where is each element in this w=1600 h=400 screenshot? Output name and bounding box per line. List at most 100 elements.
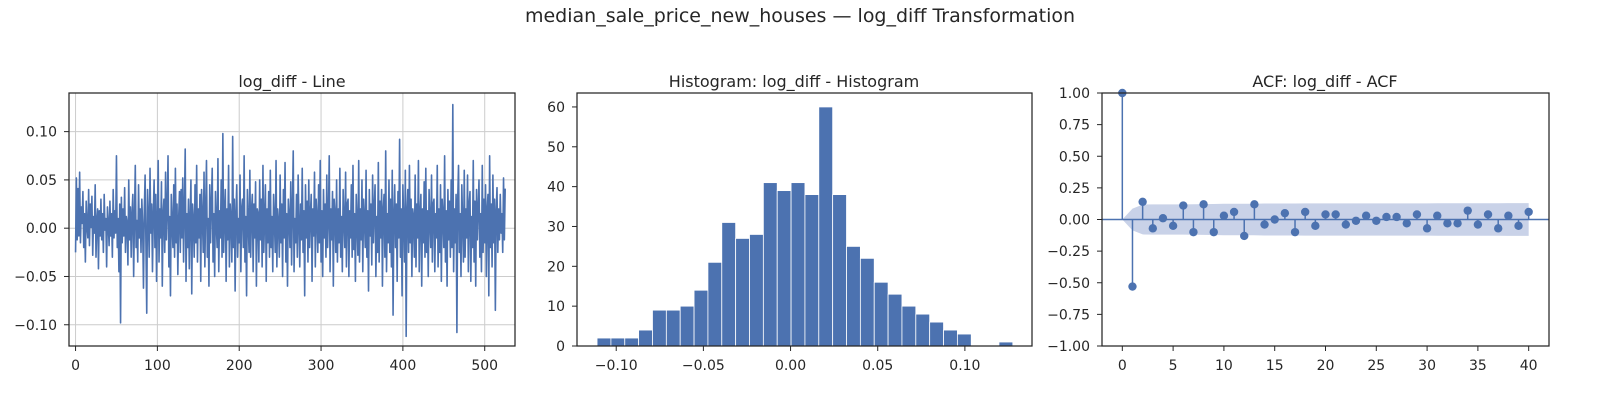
- acf-point: [1158, 214, 1168, 223]
- acf-panel: ACF: log_diff - ACF 0 5 10 15 20 25 30 35 40 −1.0…: [1047, 72, 1550, 374]
- y-tick-label: 1.00: [1059, 86, 1090, 102]
- y-tick-label: 0.00: [1059, 213, 1090, 229]
- line-chart-panel: log_diff - Line 0 100 200 300 400 500 −0.10 −0.…: [14, 72, 516, 374]
- acf-point: [1148, 224, 1157, 233]
- y-tick-label: 10: [547, 299, 565, 315]
- x-tick-label: 0.00: [775, 358, 806, 374]
- histogram-bar: [665, 309, 681, 347]
- acf-point: [1412, 210, 1422, 219]
- histogram-bar: [679, 305, 695, 347]
- acf-point: [1422, 224, 1432, 233]
- histogram-bar: [818, 106, 834, 347]
- histogram-bar: [693, 289, 709, 347]
- histogram-panel: Histogram: log_diff - Histogram −0.10 −0.…: [547, 72, 1033, 374]
- histogram-bar: [887, 293, 903, 347]
- y-tick-label: 0.75: [1059, 118, 1090, 134]
- histogram-bar: [915, 313, 931, 347]
- acf-point: [1209, 227, 1218, 237]
- acf-point: [1199, 200, 1208, 209]
- y-tick-label: −0.05: [14, 269, 57, 285]
- y-tick-label: −0.75: [1047, 307, 1090, 323]
- acf-point: [1128, 282, 1137, 291]
- x-tick-label: 400: [390, 358, 417, 374]
- acf-point: [1168, 221, 1178, 231]
- histogram-bar: [832, 194, 847, 347]
- histogram-bars: [596, 106, 1014, 347]
- acf-point: [1433, 211, 1442, 220]
- y-tick-label: 60: [547, 100, 565, 116]
- acf-point: [1311, 221, 1320, 231]
- figure-suptitle: median_sale_price_new_houses — log_diff …: [525, 5, 1075, 27]
- histogram-bar: [721, 222, 737, 347]
- y-tick-label: 40: [547, 180, 565, 196]
- x-tick-label: −0.10: [595, 358, 638, 374]
- histogram-bar: [638, 329, 653, 347]
- x-tick-label: 20: [1317, 358, 1335, 374]
- histogram-bar: [901, 305, 917, 347]
- histogram-ticks: −0.10 −0.05 0.00 0.05 0.10 0 10 20 30 40 50 60: [547, 100, 980, 374]
- acf-stems: [1102, 88, 1549, 291]
- acf-point: [1453, 219, 1462, 228]
- y-tick-label: 20: [547, 259, 565, 275]
- acf-point: [1229, 207, 1239, 217]
- histogram-bar: [624, 337, 640, 347]
- acf-ticks: 0 5 10 15 20 25 30 35 40 −1.00 −0.75 −0.50 −0.25 0.00…: [1047, 86, 1538, 374]
- x-tick-label: 30: [1418, 358, 1436, 374]
- acf-point: [1504, 211, 1513, 220]
- y-tick-label: 0.50: [1059, 149, 1090, 165]
- acf-point: [1300, 207, 1310, 217]
- acf-point: [1382, 212, 1391, 222]
- line-chart-frame: [68, 92, 516, 347]
- x-tick-label: −0.05: [682, 358, 725, 374]
- acf-point: [1240, 231, 1249, 241]
- y-tick-label: 30: [547, 219, 565, 235]
- y-tick-label: 0.05: [26, 173, 57, 189]
- x-tick-label: 0.05: [862, 358, 893, 374]
- histogram-bar: [652, 309, 667, 347]
- histogram-bar: [956, 333, 972, 347]
- x-tick-label: 25: [1367, 358, 1385, 374]
- acf-point: [1270, 215, 1279, 224]
- x-tick-label: 10: [1215, 358, 1233, 374]
- histogram-bar: [790, 182, 806, 347]
- acf-point: [1494, 224, 1503, 233]
- acf-title: ACF: log_diff - ACF: [1252, 72, 1397, 92]
- y-tick-label: −0.25: [1047, 244, 1090, 260]
- line-chart-title: log_diff - Line: [238, 72, 345, 92]
- y-tick-label: −1.00: [1047, 339, 1090, 355]
- x-tick-label: 35: [1469, 358, 1487, 374]
- acf-point: [1443, 219, 1452, 228]
- acf-point: [1463, 206, 1472, 215]
- acf-point: [1189, 227, 1198, 237]
- acf-point: [1483, 210, 1493, 219]
- acf-frame: [1101, 92, 1550, 347]
- x-tick-label: 5: [1169, 358, 1178, 374]
- acf-point: [1473, 220, 1483, 229]
- acf-point: [1179, 201, 1188, 210]
- histogram-bar: [610, 337, 626, 347]
- y-tick-label: 0.10: [26, 125, 57, 141]
- y-tick-label: 0.00: [26, 221, 57, 237]
- x-tick-label: 300: [308, 358, 335, 374]
- histogram-bar: [873, 281, 889, 347]
- acf-point: [1341, 220, 1351, 229]
- histogram-bar: [929, 321, 944, 347]
- acf-point: [1514, 221, 1523, 231]
- acf-point: [1321, 210, 1330, 219]
- x-tick-label: 200: [226, 358, 253, 374]
- x-tick-label: 500: [471, 358, 498, 374]
- y-tick-label: 0.25: [1059, 181, 1090, 197]
- x-tick-label: 15: [1266, 358, 1284, 374]
- acf-point: [1372, 216, 1381, 225]
- y-tick-label: −0.50: [1047, 276, 1090, 292]
- acf-point: [1361, 211, 1371, 220]
- histogram-bar: [859, 257, 875, 347]
- y-tick-label: 0: [556, 339, 565, 355]
- x-tick-label: 100: [144, 358, 171, 374]
- acf-point: [1402, 219, 1411, 228]
- x-tick-label: 0: [71, 358, 80, 374]
- y-tick-label: −0.10: [14, 318, 57, 334]
- acf-point: [1290, 227, 1300, 237]
- acf-point: [1351, 216, 1361, 225]
